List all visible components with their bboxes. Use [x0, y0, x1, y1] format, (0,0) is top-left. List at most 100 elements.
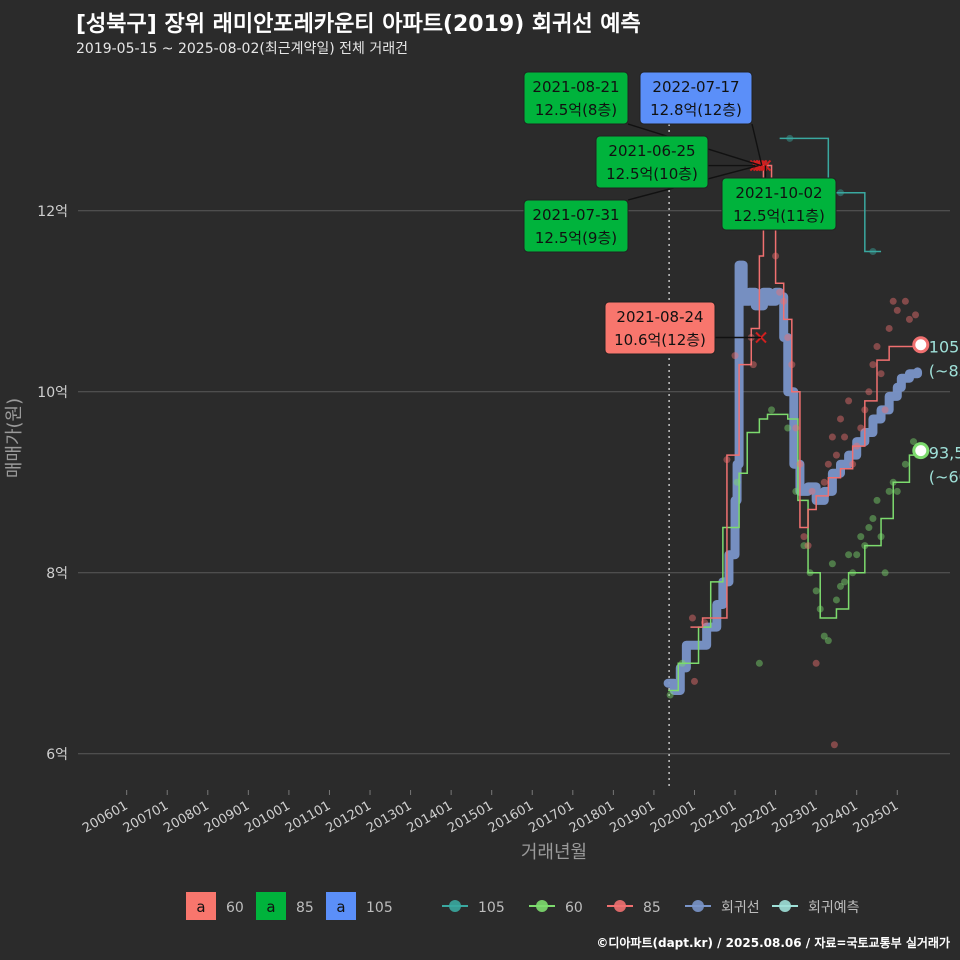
x-tick-label: 202501: [851, 798, 901, 836]
series-point-85: [808, 487, 816, 495]
series-point-85: [731, 352, 739, 360]
series-point-85: [853, 442, 861, 450]
series-point-105: [836, 189, 844, 197]
x-tick-label: 201901: [607, 798, 657, 836]
x-tick-label: 202401: [810, 798, 860, 836]
x-tick-label: 201701: [526, 798, 576, 836]
legend-label-85: 85: [643, 900, 661, 916]
series-point-85: [776, 288, 784, 296]
series-point-60: [824, 637, 832, 645]
series-point-85: [828, 433, 836, 441]
x-tick-label: 201501: [445, 798, 495, 836]
series-step-line-60: [668, 413, 923, 692]
y-axis-title: 매매가(원): [4, 398, 25, 478]
series-point-85: [885, 324, 893, 332]
legend: a 60 a 85 a 105 105 60 85 회귀선 회귀예측: [186, 892, 860, 920]
series-layer: 105,308 (~85㎡) 93,533 (~60㎡): [663, 134, 960, 749]
series-point-85: [772, 252, 780, 260]
annotation-box: [595, 135, 709, 189]
series-point-60: [678, 659, 686, 667]
annotation-box: [721, 177, 837, 231]
series-point-85: [869, 361, 877, 369]
series-point-85: [788, 361, 796, 369]
x-tick-label: 201301: [364, 798, 414, 836]
series-point-85: [889, 297, 897, 305]
chart-footer: ©디아파트(dapt.kr) / 2025.08.06 / 자료=국토교통부 실…: [596, 936, 950, 950]
legend-label-85: 85: [296, 900, 314, 916]
annotation-date: 2021-07-31: [532, 206, 619, 224]
annotation-price: 12.5억(11층): [733, 207, 825, 225]
series-point-85: [723, 456, 731, 464]
legend-label-회귀예측: 회귀예측: [808, 900, 860, 916]
y-tick-label: 12억: [37, 204, 68, 220]
x-tick-label: 201101: [283, 798, 333, 836]
legend-dot-60: [536, 900, 548, 912]
x-tick-label: 201201: [324, 798, 374, 836]
prediction-area-label: (~60㎡): [929, 468, 960, 487]
series-point-85: [836, 415, 844, 423]
series-point-60: [812, 587, 820, 595]
prediction-value-label: 93,533: [929, 444, 960, 463]
series-point-85: [812, 659, 820, 667]
series-point-85: [857, 424, 865, 432]
series-point-60: [792, 487, 800, 495]
series-point-85: [881, 406, 889, 414]
annotation-date: 2021-08-21: [532, 78, 619, 96]
series-point-60: [828, 560, 836, 568]
series-point-60: [893, 487, 901, 495]
y-tick-label: 8억: [46, 566, 68, 582]
annotation-layer: 2021-08-21 12.5억(8층) 2022-07-17 12.8억(12층) 2…: [523, 71, 837, 355]
annotation-box: [523, 199, 629, 253]
series-point-85: [784, 334, 792, 341]
legend-key-85: [256, 892, 286, 920]
legend-key-105: [326, 892, 356, 920]
x-axis-title: 거래년월: [521, 842, 587, 863]
x-tick-label: 200601: [80, 798, 130, 836]
series-point-60: [881, 569, 889, 577]
annotation-price: 10.6억(12층): [614, 331, 706, 349]
legend-key-glyph: a: [336, 898, 345, 916]
chart-subtitle: 2019-05-15 ~ 2025-08-02(최근계약일) 전체 거래건: [76, 41, 408, 57]
series-point-85: [893, 306, 901, 314]
legend-label-60: 60: [565, 900, 583, 916]
x-tick-label: 200701: [121, 798, 171, 836]
series-step-line-105: [779, 137, 882, 253]
x-tick-label: 202301: [770, 798, 820, 836]
series-point-85: [830, 741, 838, 749]
series-point-85: [861, 406, 869, 414]
series-point-60: [841, 578, 849, 586]
series-point-85: [688, 614, 696, 622]
legend-key-glyph: a: [196, 898, 205, 916]
series-point-60: [845, 551, 853, 559]
legend-label-60: 60: [226, 900, 244, 916]
series-point-85: [841, 433, 849, 441]
annotation-price: 12.8억(12층): [650, 101, 742, 119]
y-tick-label: 6억: [46, 747, 68, 763]
series-point-60: [909, 438, 917, 446]
series-step-line-85: [690, 164, 919, 628]
annotation-box: [523, 71, 629, 125]
annotation-box: [639, 71, 753, 125]
series-point-60: [806, 569, 814, 577]
legend-dot-회귀예측: [779, 900, 791, 912]
series-point-60: [666, 691, 674, 699]
x-tick-label: 201601: [486, 798, 536, 836]
series-point-60: [755, 659, 763, 667]
chart-title: [성북구] 장위 래미안포레카운티 아파트(2019) 회귀선 예측: [76, 12, 641, 37]
series-point-85: [792, 424, 800, 432]
series-point-85: [905, 315, 913, 323]
series-point-60: [901, 460, 909, 468]
y-tick-label: 10억: [37, 385, 68, 401]
series-point-85: [845, 397, 853, 405]
series-point-60: [820, 632, 828, 640]
series-point-85: [690, 677, 698, 685]
annotation-price: 12.5억(9층): [535, 229, 617, 247]
series-point-105: [869, 248, 877, 256]
x-tick-label: 202101: [689, 798, 739, 836]
series-point-85: [912, 311, 920, 319]
series-point-60: [784, 424, 792, 432]
legend-label-회귀선: 회귀선: [721, 900, 760, 916]
annotation-price: 12.5억(10층): [606, 165, 698, 183]
annotation-date: 2021-10-02: [735, 184, 822, 202]
